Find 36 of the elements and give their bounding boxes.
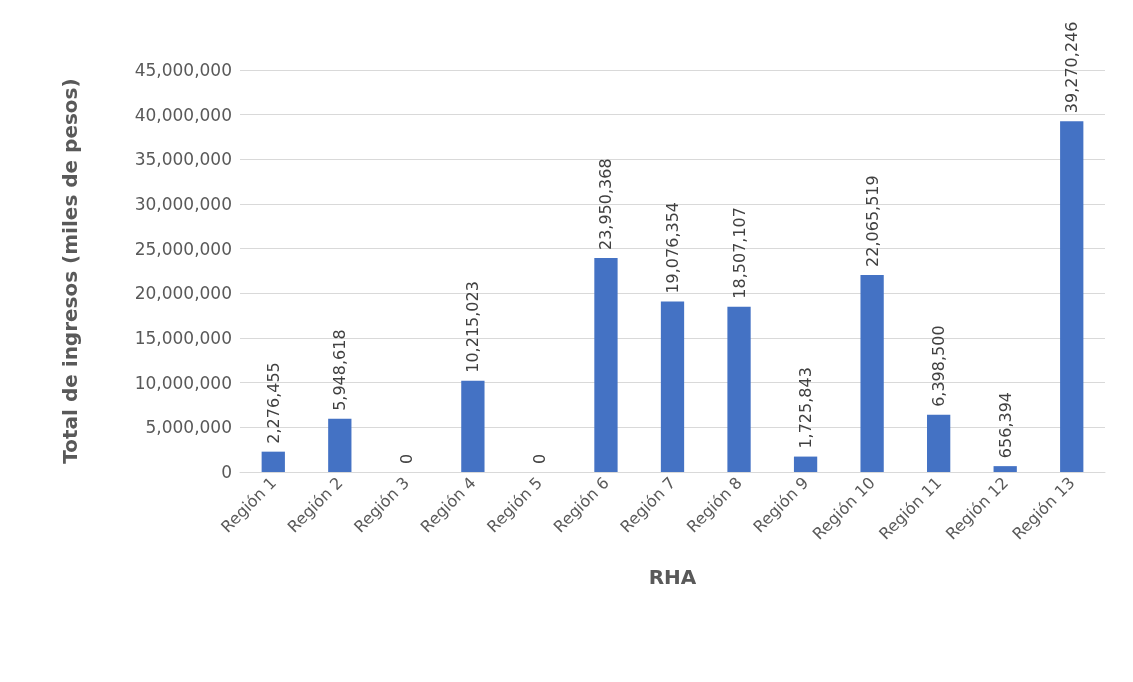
data-label: 19,076,354 <box>663 201 682 294</box>
x-axis-title: RHA <box>648 565 697 589</box>
bar <box>660 301 685 472</box>
data-label: 5,948,618 <box>330 329 350 411</box>
bar <box>793 456 818 472</box>
y-tick-label: 10,000,000 <box>134 372 232 393</box>
y-tick-label: 30,000,000 <box>134 194 232 214</box>
data-label: 23,950,368 <box>596 158 616 251</box>
y-tick-label: 25,000,000 <box>134 238 232 259</box>
bar <box>727 306 751 472</box>
bar <box>328 418 352 472</box>
bar <box>993 466 1017 472</box>
data-label: 18,507,107 <box>729 207 749 299</box>
y-tick-label: 20,000,000 <box>134 283 232 304</box>
y-tick-label: 40,000,000 <box>134 104 232 125</box>
bar <box>860 274 884 472</box>
data-label: 1,725,843 <box>796 367 816 449</box>
bar <box>461 380 485 472</box>
bar <box>594 258 618 472</box>
data-label: 0 <box>396 453 416 464</box>
data-label: 0 <box>529 453 549 464</box>
y-tick-label: 15,000,000 <box>134 328 232 348</box>
bar <box>261 451 285 472</box>
y-tick-label: 45,000,000 <box>134 60 232 80</box>
data-label: 6,398,500 <box>929 325 949 407</box>
data-label: 39,270,246 <box>1062 21 1082 114</box>
bar <box>927 414 951 472</box>
y-tick-label: 5,000,000 <box>145 417 232 438</box>
data-label: 2,276,455 <box>263 362 283 444</box>
data-label: 22,065,519 <box>862 175 882 267</box>
data-label: 10,215,023 <box>463 281 483 373</box>
y-axis-title: Total de ingresos (miles de pesos) <box>58 78 82 464</box>
y-tick-label: 35,000,000 <box>134 149 232 170</box>
y-tick-label: 0 <box>221 462 232 482</box>
data-label: 656,394 <box>995 391 1015 459</box>
bar <box>1060 121 1084 472</box>
